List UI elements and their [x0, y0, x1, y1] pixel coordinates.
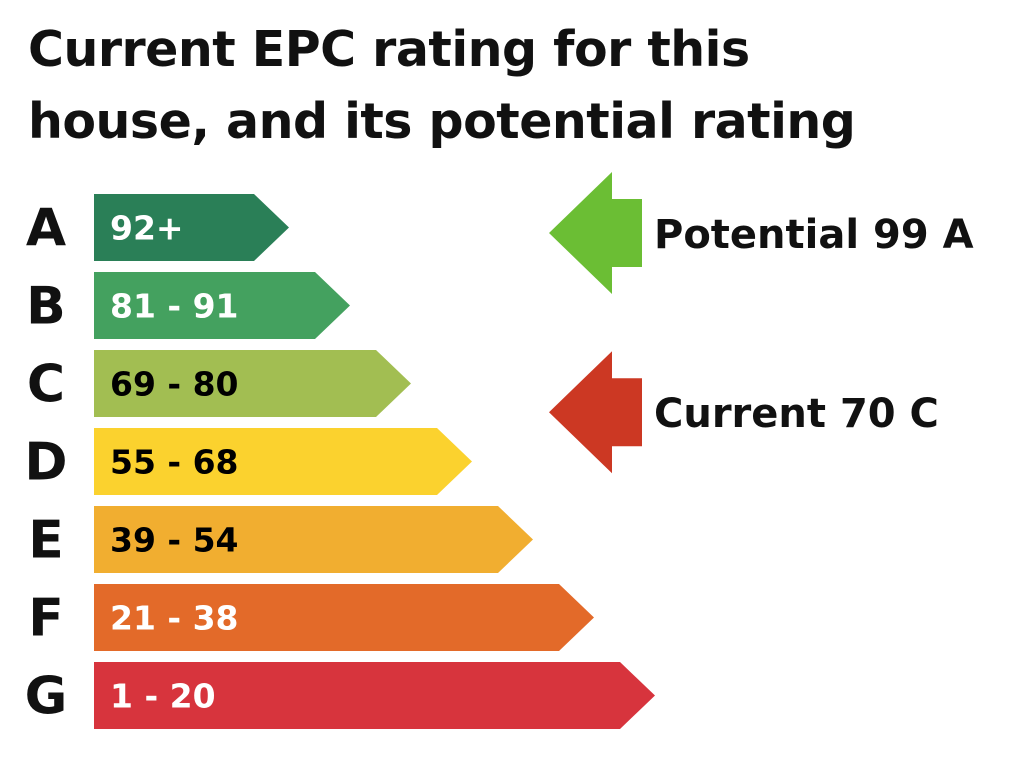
band-range-b: 81 - 91	[110, 287, 239, 326]
potential-rating-label: Potential 99 A	[654, 212, 974, 258]
band-letter-f: F	[28, 589, 64, 649]
band-range-d: 55 - 68	[110, 443, 239, 482]
potential-rating-arrow	[549, 172, 642, 294]
band-letter-d: D	[24, 433, 67, 493]
band-bar-f	[94, 584, 594, 651]
band-letter-a: A	[26, 199, 66, 259]
band-range-a: 92+	[110, 209, 184, 248]
band-range-e: 39 - 54	[110, 521, 239, 560]
chart-title-line-2: house, and its potential rating	[28, 93, 856, 150]
band-letter-e: E	[28, 511, 64, 571]
band-letter-g: G	[25, 667, 68, 727]
band-bar-b	[94, 272, 350, 339]
band-bar-e	[94, 506, 533, 573]
band-range-g: 1 - 20	[110, 677, 216, 716]
current-rating-arrow	[549, 351, 642, 474]
band-letter-b: B	[26, 277, 66, 337]
chart-title-line-1: Current EPC rating for this	[28, 21, 750, 78]
band-range-c: 69 - 80	[110, 365, 239, 404]
band-bar-d	[94, 428, 472, 495]
band-range-f: 21 - 38	[110, 599, 239, 638]
band-bar-c	[94, 350, 411, 417]
band-letter-c: C	[27, 355, 65, 415]
band-bar-a	[94, 194, 289, 261]
band-bar-g	[94, 662, 655, 729]
chart-title: Current EPC rating for this house, and i…	[28, 14, 988, 158]
current-rating-label: Current 70 C	[654, 391, 939, 437]
